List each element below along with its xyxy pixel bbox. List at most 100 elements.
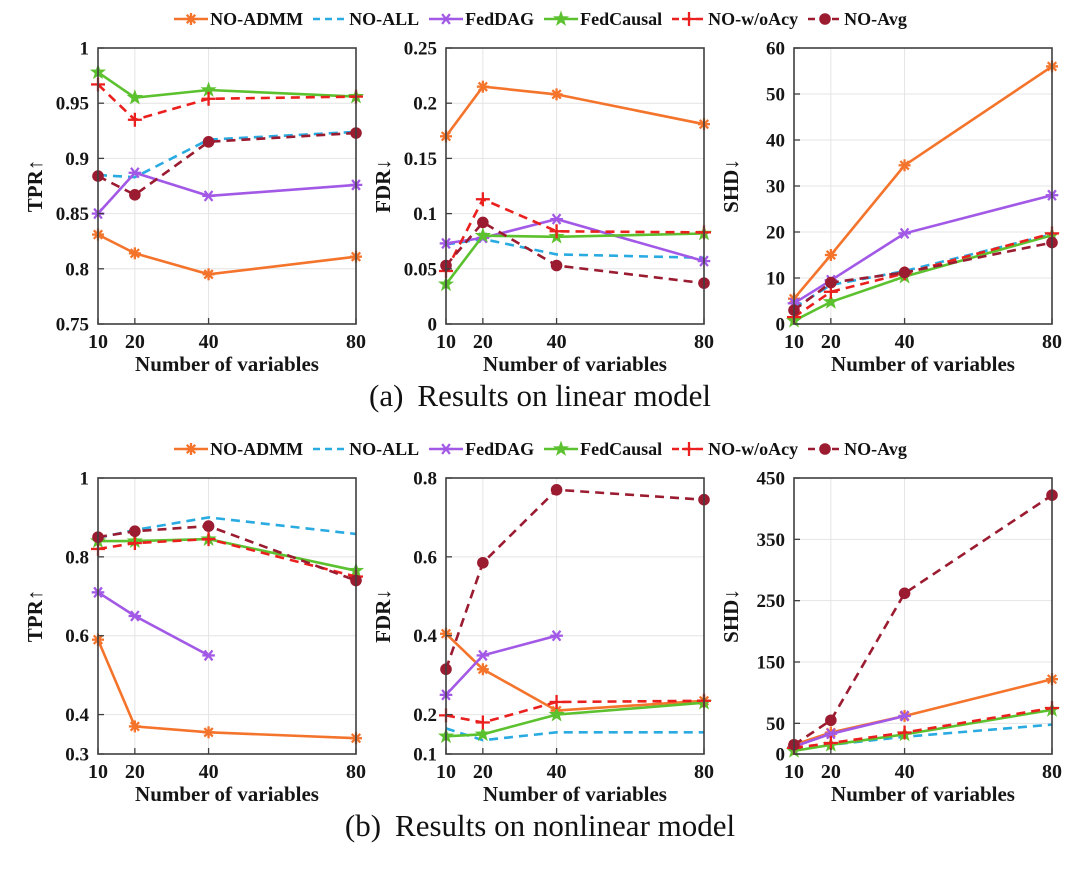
panel-b: NO-ADMM NO-ALL FedDAG FedCausal NO-w/oAcy NO-… (18, 432, 1062, 852)
y-tick-label: 0.4 (413, 626, 437, 647)
y-tick-label: 50 (766, 714, 785, 735)
chart-shd-nonlinear: 0 50 150 250 350 450 10 20 40 80 SHD↓ Number of var… (719, 469, 1063, 803)
marker-asterisk (476, 663, 489, 676)
y-tick-label: 0.8 (413, 469, 437, 490)
series-NO-ADMM (788, 673, 1058, 751)
legend-label: FedCausal (580, 8, 663, 29)
x-tick-label: 80 (694, 761, 714, 783)
legend-label: FedDAG (465, 8, 535, 29)
legend-item-FedDAG: FedDAG (428, 9, 534, 30)
legend-item-NO-w/oAcy: NO-w/oAcy (671, 9, 798, 30)
series-FedDAG (439, 630, 563, 701)
marker-dot (898, 266, 911, 279)
legend-item-NO-ADMM: NO-ADMM (173, 439, 303, 460)
FedCausal-marker-icon (544, 440, 579, 456)
y-axis-label: SHD↓ (719, 589, 743, 643)
y-tick-label: 0.6 (413, 547, 437, 568)
legend-item-NO-ADMM: NO-ADMM (173, 9, 303, 30)
caption-b-text: Results on nonlinear model (395, 808, 736, 843)
legend-panel-a: NO-ADMM NO-ALL FedDAG FedCausal NO-w/oAcy NO-… (18, 4, 1062, 34)
axes (793, 477, 1053, 755)
x-tick-label: 40 (895, 761, 915, 783)
y-tick-label: 30 (766, 177, 785, 198)
x-axis-label: Number of variables (483, 782, 667, 802)
chart-fdr-linear: 0 0.05 0.1 0.15 0.2 0.25 10 20 40 80 FDR↓ Number of… (371, 39, 714, 373)
y-tick-label: 0.2 (413, 705, 437, 726)
series-FedDAG (91, 586, 215, 662)
marker-dot (129, 189, 141, 201)
x-tick-label: 10 (88, 331, 108, 353)
series-NO-Avg (440, 216, 710, 289)
x-axis-label: Number of variables (135, 782, 319, 802)
legend-item-NO-Avg: NO-Avg (807, 439, 907, 460)
x-axis-label: Number of variables (135, 352, 319, 372)
y-tick-label: 50 (766, 85, 785, 106)
marker-asterisk (128, 720, 141, 733)
legend-item-NO-Avg: NO-Avg (807, 9, 907, 30)
axes (97, 477, 357, 755)
series-group (785, 60, 1061, 328)
NO-ADMM-marker-icon (174, 443, 209, 455)
gridlines (97, 47, 357, 325)
y-axis-label: SHD↓ (719, 159, 743, 213)
series-NO-ALL (97, 130, 357, 179)
y-tick-label: 0.4 (65, 705, 89, 726)
x-tick-label: 20 (473, 331, 493, 353)
x-tick-label: 80 (346, 761, 366, 783)
x-tick-label: 20 (821, 761, 841, 783)
series-NO-ADMM (92, 228, 362, 281)
NO-ALL-marker-icon (313, 447, 348, 451)
y-tick-label: 0 (428, 315, 438, 336)
marker-plus (549, 694, 564, 709)
y-tick-label: 0.85 (56, 204, 89, 225)
marker-plus (823, 735, 838, 750)
marker-star (200, 81, 217, 97)
marker-xline (128, 167, 142, 179)
tick-labels: 0 50 150 250 350 450 10 20 40 80 (757, 469, 1063, 784)
marker-asterisk (128, 247, 141, 260)
x-axis-label: Number of variables (483, 352, 667, 372)
marker-xline (202, 649, 215, 662)
x-axis-label: Number of variables (831, 782, 1015, 802)
NO-ALL-marker-icon (313, 17, 348, 21)
series-group (437, 484, 713, 744)
FedDAG-marker-icon (429, 13, 464, 25)
FedCausal-marker-icon (544, 10, 579, 26)
y-tick-label: 0.1 (413, 745, 437, 766)
y-tick-label: 0.25 (404, 39, 437, 60)
y-tick-label: 0.95 (56, 94, 89, 115)
marker-dot (825, 276, 837, 289)
charts-row-b: 0.3 0.4 0.6 0.8 1 10 20 40 80 TPR↑ Number of varia… (18, 464, 1063, 803)
y-axis-label: TPR↑ (23, 160, 47, 213)
marker-dot (819, 443, 831, 455)
series-FedDAG (787, 710, 911, 753)
y-tick-label: 20 (766, 223, 785, 244)
x-tick-label: 20 (821, 331, 841, 353)
y-axis-label: FDR↓ (371, 589, 395, 643)
y-tick-label: 0.8 (65, 259, 89, 280)
x-tick-label: 10 (436, 761, 456, 783)
axes (793, 47, 1053, 325)
x-tick-label: 40 (199, 761, 219, 783)
NO-w/oAcy-marker-icon (672, 442, 707, 456)
marker-asterisk (824, 249, 837, 261)
x-axis-label: Number of variables (831, 352, 1015, 372)
legend-label: NO-ALL (349, 438, 420, 459)
y-axis-label: TPR↑ (23, 590, 47, 643)
charts-row-a: 0.75 0.8 0.85 0.9 0.95 1 10 20 40 80 TPR↑ Number of… (18, 34, 1062, 373)
marker-star (553, 440, 570, 456)
x-tick-label: 40 (199, 331, 219, 353)
marker-plus (127, 112, 142, 127)
chart-fdr-nonlinear: 0.1 0.2 0.4 0.6 0.8 10 20 40 80 FDR↓ Number of var… (371, 469, 714, 803)
marker-plus (127, 536, 142, 551)
marker-xline (898, 710, 911, 722)
legend-item-FedCausal: FedCausal (543, 9, 662, 30)
axes (97, 47, 357, 325)
caption-panel-b: (b) Results on nonlinear model (18, 804, 1062, 848)
x-tick-label: 80 (1042, 331, 1062, 353)
axes (445, 47, 705, 325)
marker-plus (682, 12, 697, 26)
marker-xline (439, 443, 453, 455)
x-tick-label: 20 (125, 761, 145, 783)
